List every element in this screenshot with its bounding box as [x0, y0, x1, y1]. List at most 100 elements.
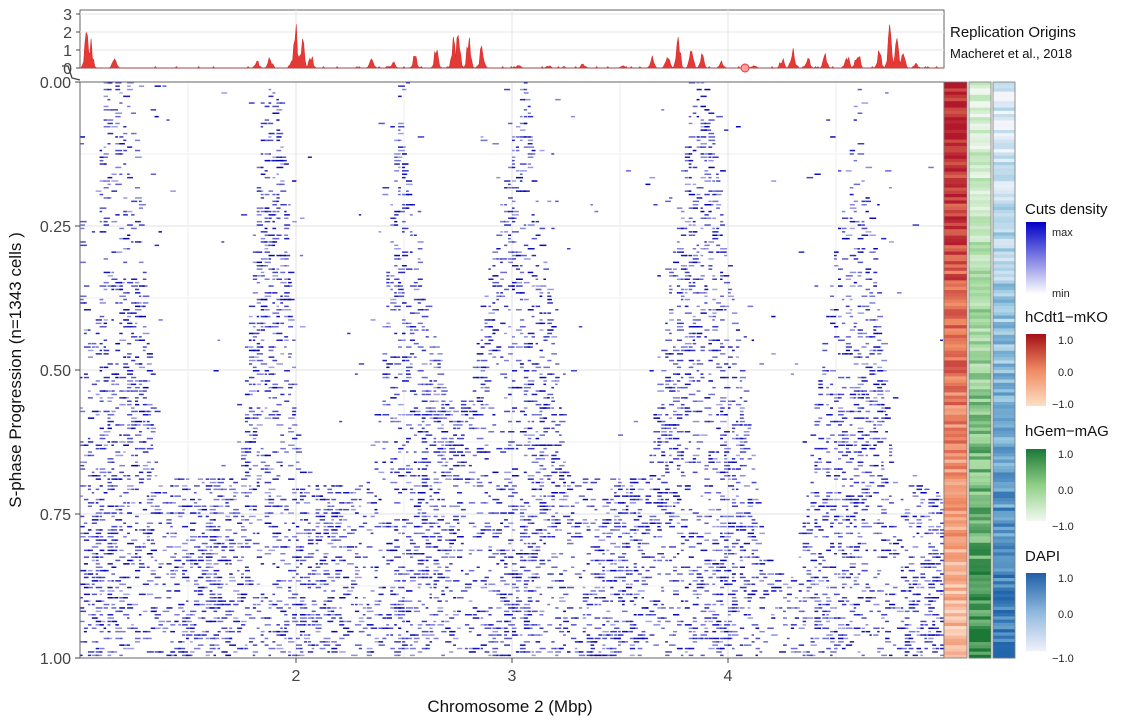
- heatmap-cell: [323, 498, 330, 501]
- heatmap-cell: [378, 600, 382, 602]
- heatmap-cell: [394, 546, 400, 548]
- heatmap-cell: [641, 583, 648, 585]
- heatmap-cell: [150, 556, 154, 558]
- heatmap-cell: [696, 332, 703, 335]
- heatmap-cell: [276, 322, 279, 325]
- heatmap-cell: [861, 200, 866, 203]
- heatmap-cell: [688, 159, 694, 162]
- heatmap-cell: [146, 529, 154, 531]
- heatmap-cell: [857, 261, 864, 264]
- heatmap-cell: [551, 420, 556, 423]
- heatmap-cell: [201, 505, 207, 507]
- heatmap-cell: [504, 600, 510, 602]
- heatmap-cell: [292, 488, 296, 491]
- heatmap-cell: [924, 580, 931, 582]
- heatmap-cell: [484, 366, 490, 369]
- heatmap-cell: [551, 498, 555, 501]
- heatmap-cell: [464, 407, 470, 409]
- heatmap-cell: [453, 454, 460, 457]
- heatmap-cell: [708, 153, 713, 155]
- heatmap-cell: [225, 559, 232, 562]
- heatmap-cell: [708, 559, 712, 562]
- heatmap-cell: [244, 542, 249, 545]
- heatmap-cell: [512, 258, 516, 260]
- heatmap-cell: [80, 525, 85, 528]
- heatmap-cell: [437, 386, 441, 389]
- heatmap-cell: [712, 190, 717, 192]
- heatmap-cell: [425, 542, 432, 545]
- heatmap-cell: [567, 519, 574, 521]
- heatmap-cell: [111, 278, 118, 280]
- heatmap-cell: [398, 427, 403, 430]
- heatmap-cell: [386, 549, 394, 552]
- heatmap-cell: [519, 98, 526, 101]
- heatmap-cell: [272, 241, 278, 243]
- heatmap-cell: [146, 553, 153, 555]
- heatmap-cell: [885, 390, 890, 392]
- heatmap-cell: [402, 146, 406, 148]
- heatmap-cell: [555, 363, 560, 365]
- heatmap-cell: [881, 349, 884, 352]
- heatmap-cell: [409, 427, 414, 430]
- heatmap-cell: [131, 407, 135, 409]
- heatmap-cell: [826, 437, 831, 440]
- heatmap-cell: [138, 593, 146, 596]
- heatmap-cell: [476, 485, 484, 487]
- heatmap-cell: [260, 593, 265, 596]
- heatmap-cell: [531, 393, 538, 396]
- heatmap-cell: [390, 204, 393, 206]
- heatmap-cell: [527, 383, 535, 386]
- heatmap-cell: [504, 549, 510, 552]
- heatmap-cell: [182, 488, 188, 491]
- heatmap-cell: [680, 295, 685, 297]
- heatmap-cell: [256, 349, 260, 352]
- heatmap-cell: [409, 312, 415, 314]
- heatmap-cell: [229, 519, 232, 521]
- heatmap-cell: [547, 505, 551, 507]
- heatmap-cell: [547, 393, 554, 396]
- heatmap-cell: [449, 407, 455, 409]
- heatmap-cell: [119, 322, 123, 325]
- heatmap-cell: [496, 248, 501, 250]
- heatmap-cell: [696, 305, 700, 308]
- heatmap-cell: [665, 414, 669, 416]
- heatmap-cell: [80, 241, 86, 243]
- heatmap-cell: [500, 488, 506, 491]
- heatmap-cell: [712, 461, 715, 463]
- heatmap-cell: [653, 431, 661, 433]
- heatmap-cell: [523, 390, 529, 392]
- heatmap-cell: [138, 556, 142, 558]
- heatmap-cell: [123, 563, 130, 565]
- heatmap-cell: [142, 386, 149, 389]
- heatmap-cell: [936, 525, 941, 528]
- heatmap-cell: [928, 593, 931, 596]
- heatmap-cell: [83, 302, 87, 304]
- heatmap-cell: [728, 532, 734, 535]
- heatmap-cell: [849, 386, 854, 389]
- heatmap-cell: [720, 220, 724, 223]
- heatmap-cell: [170, 532, 174, 535]
- heatmap-cell: [708, 268, 713, 270]
- heatmap-cell: [127, 176, 133, 179]
- heatmap-cell: [135, 139, 141, 142]
- heatmap-cell: [87, 485, 91, 487]
- heatmap-cell: [91, 583, 95, 585]
- heatmap-cell: [849, 207, 857, 209]
- heatmap-cell: [457, 549, 463, 552]
- heatmap-cell: [398, 285, 403, 287]
- heatmap-cell: [496, 447, 503, 450]
- heatmap-cell: [543, 508, 548, 511]
- heatmap-cell: [700, 248, 705, 250]
- heatmap-cell: [91, 580, 98, 582]
- heatmap-cell: [594, 478, 601, 480]
- heatmap-cell: [543, 278, 546, 280]
- heatmap-cell: [539, 312, 543, 314]
- heatmap-cell: [932, 597, 940, 599]
- heatmap-cell: [327, 505, 331, 507]
- heatmap-cell: [539, 285, 547, 287]
- heatmap-cell: [284, 234, 289, 236]
- heatmap-cell: [704, 180, 711, 182]
- heatmap-cell: [80, 495, 83, 497]
- heatmap-cell: [111, 383, 115, 386]
- heatmap-cell: [492, 281, 500, 284]
